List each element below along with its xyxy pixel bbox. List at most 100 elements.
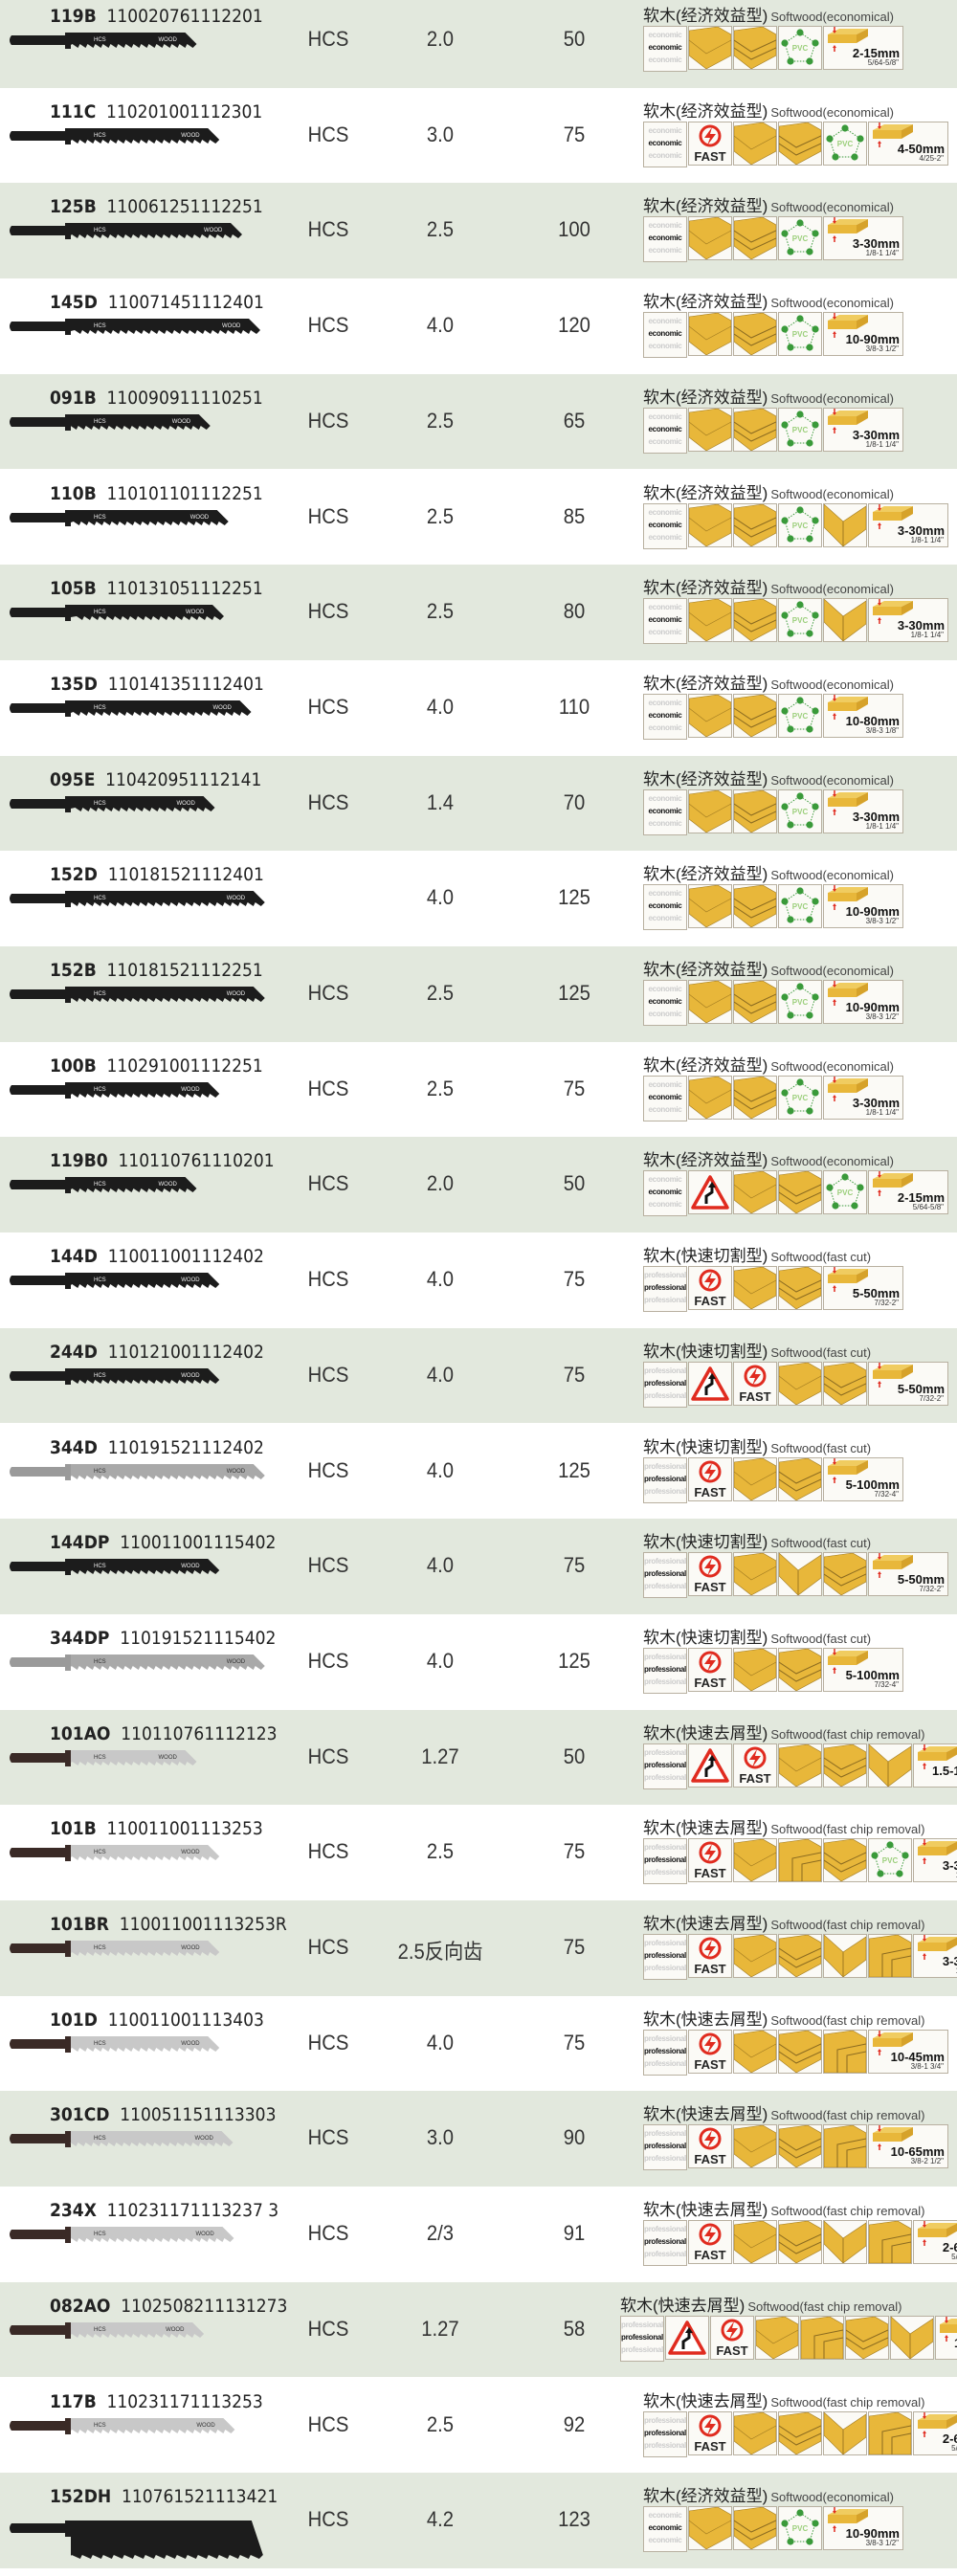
- wood-icon: [688, 788, 732, 833]
- model-number: 101BR: [50, 1914, 109, 1935]
- fast-label: FAST: [694, 2056, 726, 2072]
- curve-icon: [688, 1170, 732, 1215]
- blade-label-left: HCS: [94, 1182, 106, 1188]
- fast-label: FAST: [694, 1294, 726, 1309]
- grade-badge: economic economic economic: [643, 26, 687, 72]
- joint-icon: [823, 2124, 867, 2169]
- fast-icon: FAST: [688, 1934, 732, 1978]
- range-mm: 3-30mm: [897, 618, 945, 633]
- application-en: Softwood(economical): [770, 104, 894, 120]
- blade-label-left: HCS: [94, 1850, 106, 1855]
- product-code: 110020761112201: [106, 6, 263, 27]
- blade-label-right: WOOD: [181, 1373, 200, 1379]
- grade-label: professional: [644, 1474, 686, 1483]
- grade-badge: economic economic economic: [643, 407, 687, 454]
- ply-icon: [823, 1838, 867, 1883]
- cutting-depth-range: 1.5-15mm1/16-5/8": [935, 2315, 957, 2360]
- application-panel: 软木(经济效益型) Softwood(economical) economic eco…: [643, 670, 904, 740]
- blade-picture: HCS WOOD: [8, 1462, 275, 1498]
- wood-icon: [733, 1266, 777, 1311]
- model-number: 144D: [50, 1246, 98, 1268]
- blade-model: 119B 110020761112201: [50, 6, 263, 27]
- blade-picture: HCS WOOD: [8, 2129, 243, 2165]
- curve-icon: [688, 1361, 732, 1406]
- pvc-icon: PVC: [778, 312, 822, 357]
- blade-model: 145D 110071451112401: [50, 292, 264, 313]
- grade-label: economic: [648, 1200, 682, 1210]
- application-cn: 软木(快速去屑型): [643, 1819, 768, 1838]
- ply-icon: [733, 502, 777, 547]
- ply-icon: [778, 1647, 822, 1692]
- grade-label: economic: [648, 411, 682, 421]
- application-cn: 软木(经济效益型): [643, 961, 768, 979]
- board-thickness-icon: [828, 694, 868, 720]
- application-icons: professional professional professional FAST…: [643, 1552, 949, 1599]
- table-row: 101D 110011001113403 HCS WOOD HCS 4.0 75 软木(快速去…: [0, 1996, 957, 2092]
- tooth-pitch: 2.5: [426, 408, 455, 433]
- corner-icon: [890, 2315, 934, 2360]
- blade-model: 144D 110011001112402: [50, 1246, 264, 1267]
- blade-label-right: WOOD: [159, 1755, 178, 1761]
- wood-icon: [688, 2506, 732, 2551]
- application-cn: 软木(经济效益型): [643, 388, 768, 407]
- grade-badge: professional professional professional: [643, 1361, 687, 1408]
- blade-body: [71, 1941, 220, 1956]
- tooth-pitch: 3.0: [426, 122, 455, 146]
- grade-label: economic: [648, 914, 682, 923]
- grade-label: professional: [644, 2129, 686, 2139]
- blade-shank: [10, 795, 71, 812]
- application-panel: 软木(经济效益型) Softwood(economical) economic eco…: [643, 288, 904, 359]
- product-code: 110011001113403: [107, 2009, 264, 2031]
- grade-label: economic: [648, 710, 682, 720]
- application-title: 软木(经济效益型) Softwood(economical): [643, 860, 904, 883]
- application-cn: 软木(快速去屑型): [643, 2105, 768, 2124]
- grade-label: economic: [648, 2536, 682, 2545]
- grade-label: professional: [644, 1951, 686, 1960]
- range-mm: 5-50mm: [852, 1286, 900, 1301]
- wood-icon: [688, 407, 732, 452]
- material: HCS: [307, 217, 349, 242]
- board-thickness-icon: [873, 1171, 913, 1197]
- pvc-label: PVC: [792, 1094, 809, 1102]
- wood-icon: [688, 980, 732, 1024]
- cutting-depth-range: 10-90mm 3/8-3 1/2": [823, 980, 903, 1024]
- wood-icon: [755, 2315, 799, 2360]
- cutting-depth-range: 10-80mm 3/8-3 1/8": [823, 693, 903, 738]
- blade-model: 344D 110191521112402: [50, 1437, 264, 1458]
- material: HCS: [307, 599, 349, 624]
- application-en: Softwood(economical): [770, 296, 894, 311]
- fast-label: FAST: [694, 1675, 726, 1690]
- application-panel: 软木(快速切割型) Softwood(fast cut) professional p…: [643, 1242, 904, 1313]
- blade-length: 92: [563, 2411, 586, 2436]
- saw-blade-image: HCS WOOD: [10, 223, 242, 240]
- blade-label-right: WOOD: [227, 896, 246, 901]
- range-mm: 10-45mm: [890, 2049, 945, 2064]
- table-row: 119B0 110110761110201 HCS WOOD HCS 2.0 50 软木(经济…: [0, 1137, 957, 1233]
- pvc-icon: PVC: [778, 216, 822, 261]
- blade-model: 244D 110121001112402: [50, 1342, 264, 1363]
- grade-label: economic: [648, 793, 682, 803]
- table-row: 145D 110071451112401 HCS WOOD HCS 4.0 120 软木(经济…: [0, 278, 957, 374]
- table-row: 152DH 110761521113421 HCS 4.2 123 软木(经济效益型) So…: [0, 2473, 957, 2568]
- model-number: 101B: [50, 1818, 97, 1840]
- blade-label-right: WOOD: [213, 705, 233, 711]
- blade-body: [71, 700, 252, 716]
- saw-blade-image: HCS WOOD: [10, 509, 229, 526]
- model-number: 135D: [50, 673, 98, 695]
- model-number: 100B: [50, 1055, 97, 1077]
- fast-label: FAST: [694, 1866, 726, 1881]
- blade-label-right: WOOD: [166, 2327, 185, 2333]
- corner-icon: [823, 502, 867, 547]
- blade-shank: [10, 1273, 71, 1290]
- grade-label: professional: [644, 2415, 686, 2425]
- pvc-icon: PVC: [778, 2506, 822, 2551]
- tooth-pitch: 4.0: [426, 1267, 455, 1292]
- model-number: 105B: [50, 578, 97, 600]
- grade-label: economic: [648, 342, 682, 351]
- blade-model: 110B 110101101112251: [50, 483, 263, 504]
- curve-icon: [665, 2315, 709, 2360]
- table-row: 101B 110011001113253 HCS WOOD HCS 2.5 75 软木(快速去…: [0, 1805, 957, 1900]
- ply-icon: [778, 121, 822, 166]
- saw-blade-image: HCS WOOD: [10, 700, 252, 717]
